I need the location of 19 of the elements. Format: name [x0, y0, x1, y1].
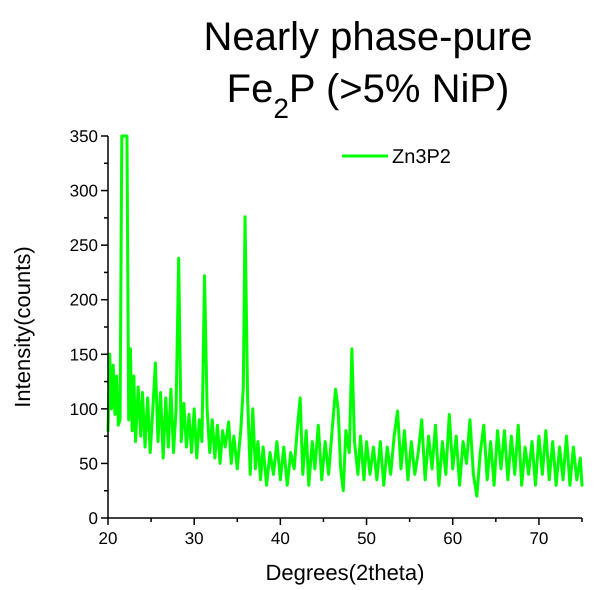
x-tick-label: 20	[98, 529, 118, 548]
y-tick-label: 250	[70, 236, 98, 256]
y-tick-label: 200	[70, 290, 98, 310]
chart-title: Nearly phase-pure Fe$_{2}$P (>5% NiP)	[203, 15, 533, 124]
x-tick-label: 70	[529, 529, 548, 548]
line-series	[106, 134, 584, 498]
y-tick-label: 300	[70, 182, 98, 201]
y-tick-label: 100	[70, 400, 98, 419]
legend-label: Zn3P2	[392, 146, 451, 168]
x-tick-label: 30	[184, 529, 204, 548]
x-tick-label: 50	[357, 529, 376, 548]
y-tick-label: 350	[70, 127, 98, 146]
y-tick-label: 0	[88, 509, 98, 528]
x-axis-title: Degrees(2theta)	[266, 560, 424, 585]
y-tick-label: 50	[79, 454, 98, 474]
x-tick-label: 60	[443, 529, 462, 548]
y-tick-label: 150	[70, 345, 98, 364]
y-axis-title: Intensity(counts)	[10, 246, 35, 408]
x-tick-label: 40	[270, 529, 290, 548]
